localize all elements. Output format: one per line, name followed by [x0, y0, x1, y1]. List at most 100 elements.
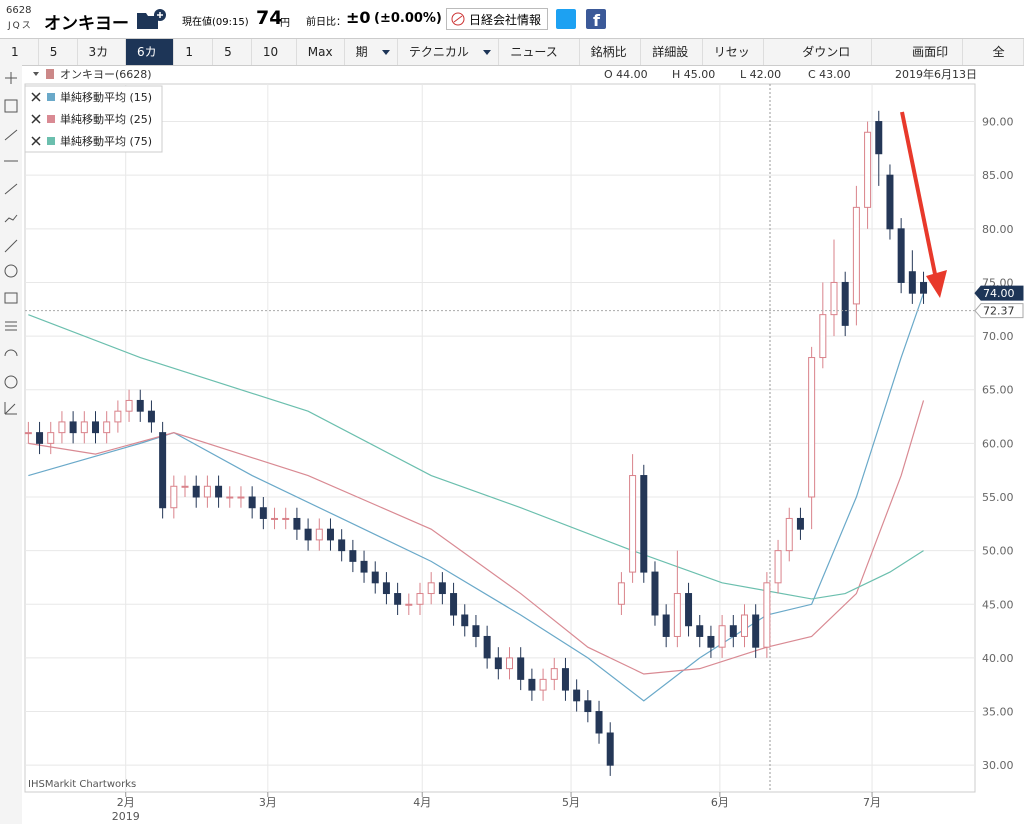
- drawing-tools[interactable]: [4, 72, 18, 415]
- download-button[interactable]: ダウンロード: [772, 39, 873, 65]
- candle-body: [159, 432, 167, 509]
- range-button[interactable]: 6カ月: [125, 39, 175, 65]
- x-tick-label: 3月: [259, 796, 277, 809]
- tool-button[interactable]: 銘柄比較: [580, 39, 642, 65]
- ohlc-readout: H 45.00: [672, 68, 715, 81]
- legend-label: 単純移動平均 (75): [60, 134, 152, 148]
- unit: 円: [280, 18, 290, 29]
- x-tick-label: 6月: [711, 796, 729, 809]
- candle-body: [606, 732, 614, 766]
- range-button[interactable]: 1年: [174, 39, 214, 65]
- candle-body: [685, 593, 693, 627]
- range-button[interactable]: Max: [297, 39, 345, 65]
- y-tick-label: 90.00: [982, 116, 1014, 129]
- candle-body: [58, 421, 66, 434]
- candle-body: [405, 603, 413, 606]
- legend-label: 単純移動平均 (15): [60, 90, 152, 104]
- range-button[interactable]: 3カ月: [78, 39, 126, 65]
- candle-body: [326, 528, 334, 541]
- social-icons[interactable]: f: [556, 9, 608, 31]
- tool-button[interactable]: リセット: [703, 39, 765, 65]
- range-button[interactable]: 1日: [0, 39, 39, 65]
- candle-body: [629, 475, 637, 573]
- x-tick-label: 2月: [117, 796, 135, 809]
- candle-body: [371, 571, 379, 584]
- candle-body: [506, 657, 514, 670]
- legend-close: [31, 114, 41, 124]
- candle-body: [349, 550, 357, 562]
- candle-body: [584, 700, 592, 713]
- print-button[interactable]: 画面印刷: [872, 39, 963, 65]
- candle-body: [315, 528, 323, 541]
- candle-body: [897, 228, 905, 283]
- x-tick-label: 4月: [413, 796, 431, 809]
- tool-button[interactable]: 詳細設定: [641, 39, 703, 65]
- range-button[interactable]: 5年: [213, 39, 252, 65]
- range-button[interactable]: 5日: [39, 39, 78, 65]
- nikkei-link[interactable]: 日経会社情報: [446, 8, 549, 30]
- menu-button[interactable]: テクニカル指標: [398, 39, 500, 65]
- candle-body: [282, 517, 290, 520]
- fullscreen-button[interactable]: 全画: [963, 39, 1024, 65]
- folder-icon[interactable]: [136, 9, 166, 31]
- candle-body: [718, 625, 726, 648]
- arrow-shaft: [900, 111, 938, 280]
- candle-body: [394, 593, 402, 605]
- svg-text:f: f: [593, 11, 601, 30]
- y-tick-label: 35.00: [982, 706, 1014, 719]
- candle-body: [785, 517, 793, 552]
- chart-title: オンキヨー(6628): [60, 68, 152, 81]
- candle-body: [494, 657, 502, 670]
- candle-body: [203, 485, 211, 498]
- stock-name: オンキヨー: [44, 14, 129, 34]
- candle-body: [617, 582, 625, 605]
- candle-body: [80, 421, 88, 434]
- code: 6628: [6, 5, 32, 16]
- candle-body: [864, 131, 872, 208]
- tool-button[interactable]: ニュース表示: [499, 39, 580, 65]
- candle-body: [740, 614, 748, 637]
- chart: オンキヨー(6628) O 44.00 H 45.00 L 42.00 C 43.00 2…: [0, 64, 1024, 824]
- price-tag: [974, 303, 1024, 319]
- legend-label: 単純移動平均 (25): [60, 112, 152, 126]
- candle-body: [830, 281, 838, 316]
- candle-body: [640, 475, 648, 573]
- price-label: 現在値(09:15): [182, 17, 249, 28]
- candle-body: [752, 614, 760, 648]
- price-tag-label: 74.00: [983, 287, 1015, 300]
- range-button[interactable]: 10年: [252, 39, 297, 65]
- candle-body: [125, 399, 133, 412]
- candle-body: [886, 174, 894, 230]
- candle-body: [438, 582, 446, 595]
- change: ±0: [346, 8, 371, 27]
- legend-swatch: [47, 115, 55, 123]
- candle-body: [91, 421, 99, 434]
- candle-body: [852, 206, 860, 305]
- y-tick-label: 40.00: [982, 652, 1014, 665]
- candle-body: [226, 496, 234, 499]
- candle-body: [662, 614, 670, 637]
- candle-body: [461, 614, 469, 627]
- y-tick-label: 60.00: [982, 437, 1014, 450]
- candle-body: [875, 121, 883, 155]
- candle-body: [450, 593, 458, 616]
- change-label: 前日比：: [306, 17, 346, 28]
- candle-body: [819, 314, 827, 359]
- side-toolbar: [0, 64, 22, 824]
- y-tick-label: 70.00: [982, 330, 1014, 343]
- candle-body: [673, 593, 681, 637]
- candle-body: [561, 668, 569, 691]
- candle-body: [573, 689, 581, 702]
- candle-body: [550, 668, 558, 680]
- candle-body: [382, 582, 390, 595]
- date-readout: 2019年6月13日: [895, 67, 977, 81]
- candle-body: [36, 432, 44, 444]
- candle-body: [181, 485, 189, 488]
- menu-button[interactable]: 期間: [345, 39, 398, 65]
- candle-body: [103, 421, 111, 434]
- legend-swatch: [47, 93, 55, 101]
- link-text: 日経会社情報: [469, 13, 542, 27]
- candle-body: [24, 432, 32, 435]
- moving-average: [28, 292, 925, 702]
- toolbar: 1日5日3カ月6カ月1年5年10年Max期間テクニカル指標ニュース表示銘柄比較詳…: [0, 38, 1024, 66]
